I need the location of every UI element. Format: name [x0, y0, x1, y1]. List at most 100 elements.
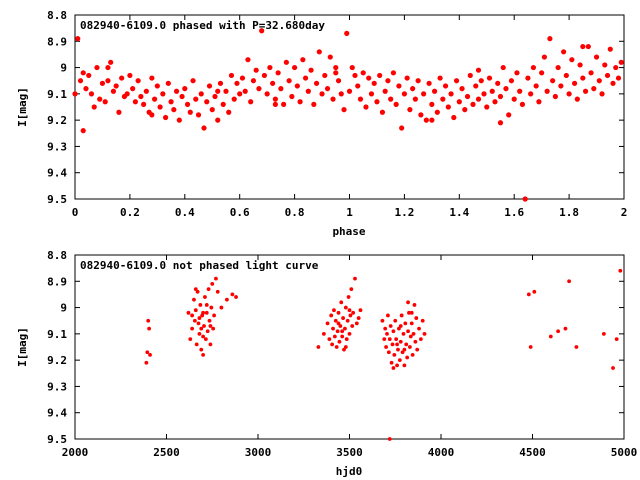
data-point [408, 334, 413, 339]
data-point [388, 324, 393, 328]
data-point [338, 91, 344, 97]
data-point [354, 321, 359, 326]
data-point [231, 96, 237, 102]
data-point [397, 358, 402, 363]
data-point [473, 83, 479, 89]
data-point [528, 91, 534, 97]
data-point [552, 93, 558, 100]
data-point [283, 59, 289, 65]
data-point [220, 101, 226, 107]
data-point [429, 117, 435, 123]
data-point [371, 80, 377, 86]
data-point [413, 339, 418, 344]
data-point [204, 303, 209, 307]
data-point [582, 88, 589, 94]
data-point [179, 93, 185, 100]
chart-title: 082940-6109.0 not phased light curve [80, 259, 319, 272]
data-point [423, 117, 429, 123]
data-point [346, 295, 351, 299]
data-point [331, 326, 335, 331]
data-point [580, 43, 586, 50]
data-point [503, 86, 509, 92]
data-point [351, 310, 356, 315]
data-point [201, 310, 206, 315]
data-point [193, 287, 198, 292]
data-point [574, 96, 580, 102]
data-point [187, 109, 193, 115]
data-point [431, 88, 438, 94]
data-point [91, 104, 97, 110]
data-point [209, 305, 214, 310]
data-point [344, 337, 349, 342]
data-point [190, 326, 195, 331]
data-point [275, 70, 281, 76]
x-axis-label: hjd0 [336, 465, 363, 478]
x-tick-label: 3500 [336, 446, 363, 459]
data-point [363, 104, 369, 110]
data-point [72, 91, 78, 97]
data-point [383, 326, 388, 331]
data-point [99, 80, 106, 86]
data-point [412, 303, 417, 307]
data-point [451, 114, 457, 121]
data-point [495, 80, 501, 86]
data-point [392, 352, 397, 357]
data-point [618, 59, 624, 65]
data-point [215, 117, 221, 123]
data-point [601, 331, 606, 336]
data-point [162, 114, 169, 121]
data-point [405, 355, 410, 360]
data-point [190, 78, 196, 84]
data-point [173, 88, 180, 94]
data-point [345, 318, 350, 323]
data-point [80, 128, 86, 134]
data-point [459, 86, 465, 92]
x-tick-label: 0.4 [175, 206, 195, 219]
data-point [382, 337, 387, 342]
data-point [330, 96, 336, 102]
data-point [208, 324, 213, 328]
y-tick-label: 9 [60, 302, 67, 315]
y-tick-label: 9.2 [47, 354, 67, 367]
data-point [396, 347, 400, 352]
data-point [390, 70, 397, 76]
data-point [168, 99, 174, 105]
data-point [335, 78, 342, 84]
data-point [380, 318, 385, 323]
data-point [618, 268, 623, 273]
data-point [176, 117, 182, 123]
data-point [420, 318, 425, 323]
data-point [429, 101, 435, 107]
data-point [404, 75, 410, 81]
data-point [489, 88, 495, 94]
data-point [355, 83, 361, 89]
data-point [198, 91, 204, 97]
data-point [325, 321, 330, 326]
data-point [313, 80, 320, 86]
data-point [144, 360, 149, 365]
data-point [407, 107, 413, 113]
data-point [324, 86, 331, 92]
y-tick-label: 9.4 [47, 167, 67, 180]
data-point [316, 49, 322, 55]
data-point [332, 308, 336, 313]
data-point [259, 28, 265, 34]
data-point [394, 337, 399, 342]
data-point [143, 88, 149, 94]
data-point [217, 80, 224, 86]
data-point [289, 93, 295, 100]
data-point [308, 67, 314, 73]
data-point [204, 310, 209, 315]
data-point [256, 86, 262, 92]
data-point [132, 99, 138, 105]
data-point [344, 30, 350, 36]
data-point [377, 72, 383, 79]
data-point [336, 321, 341, 326]
data-point [141, 101, 147, 107]
x-tick-label: 0.2 [120, 206, 140, 219]
data-point [434, 109, 440, 115]
data-point [580, 75, 586, 81]
data-point [610, 80, 616, 86]
data-point [539, 70, 545, 76]
